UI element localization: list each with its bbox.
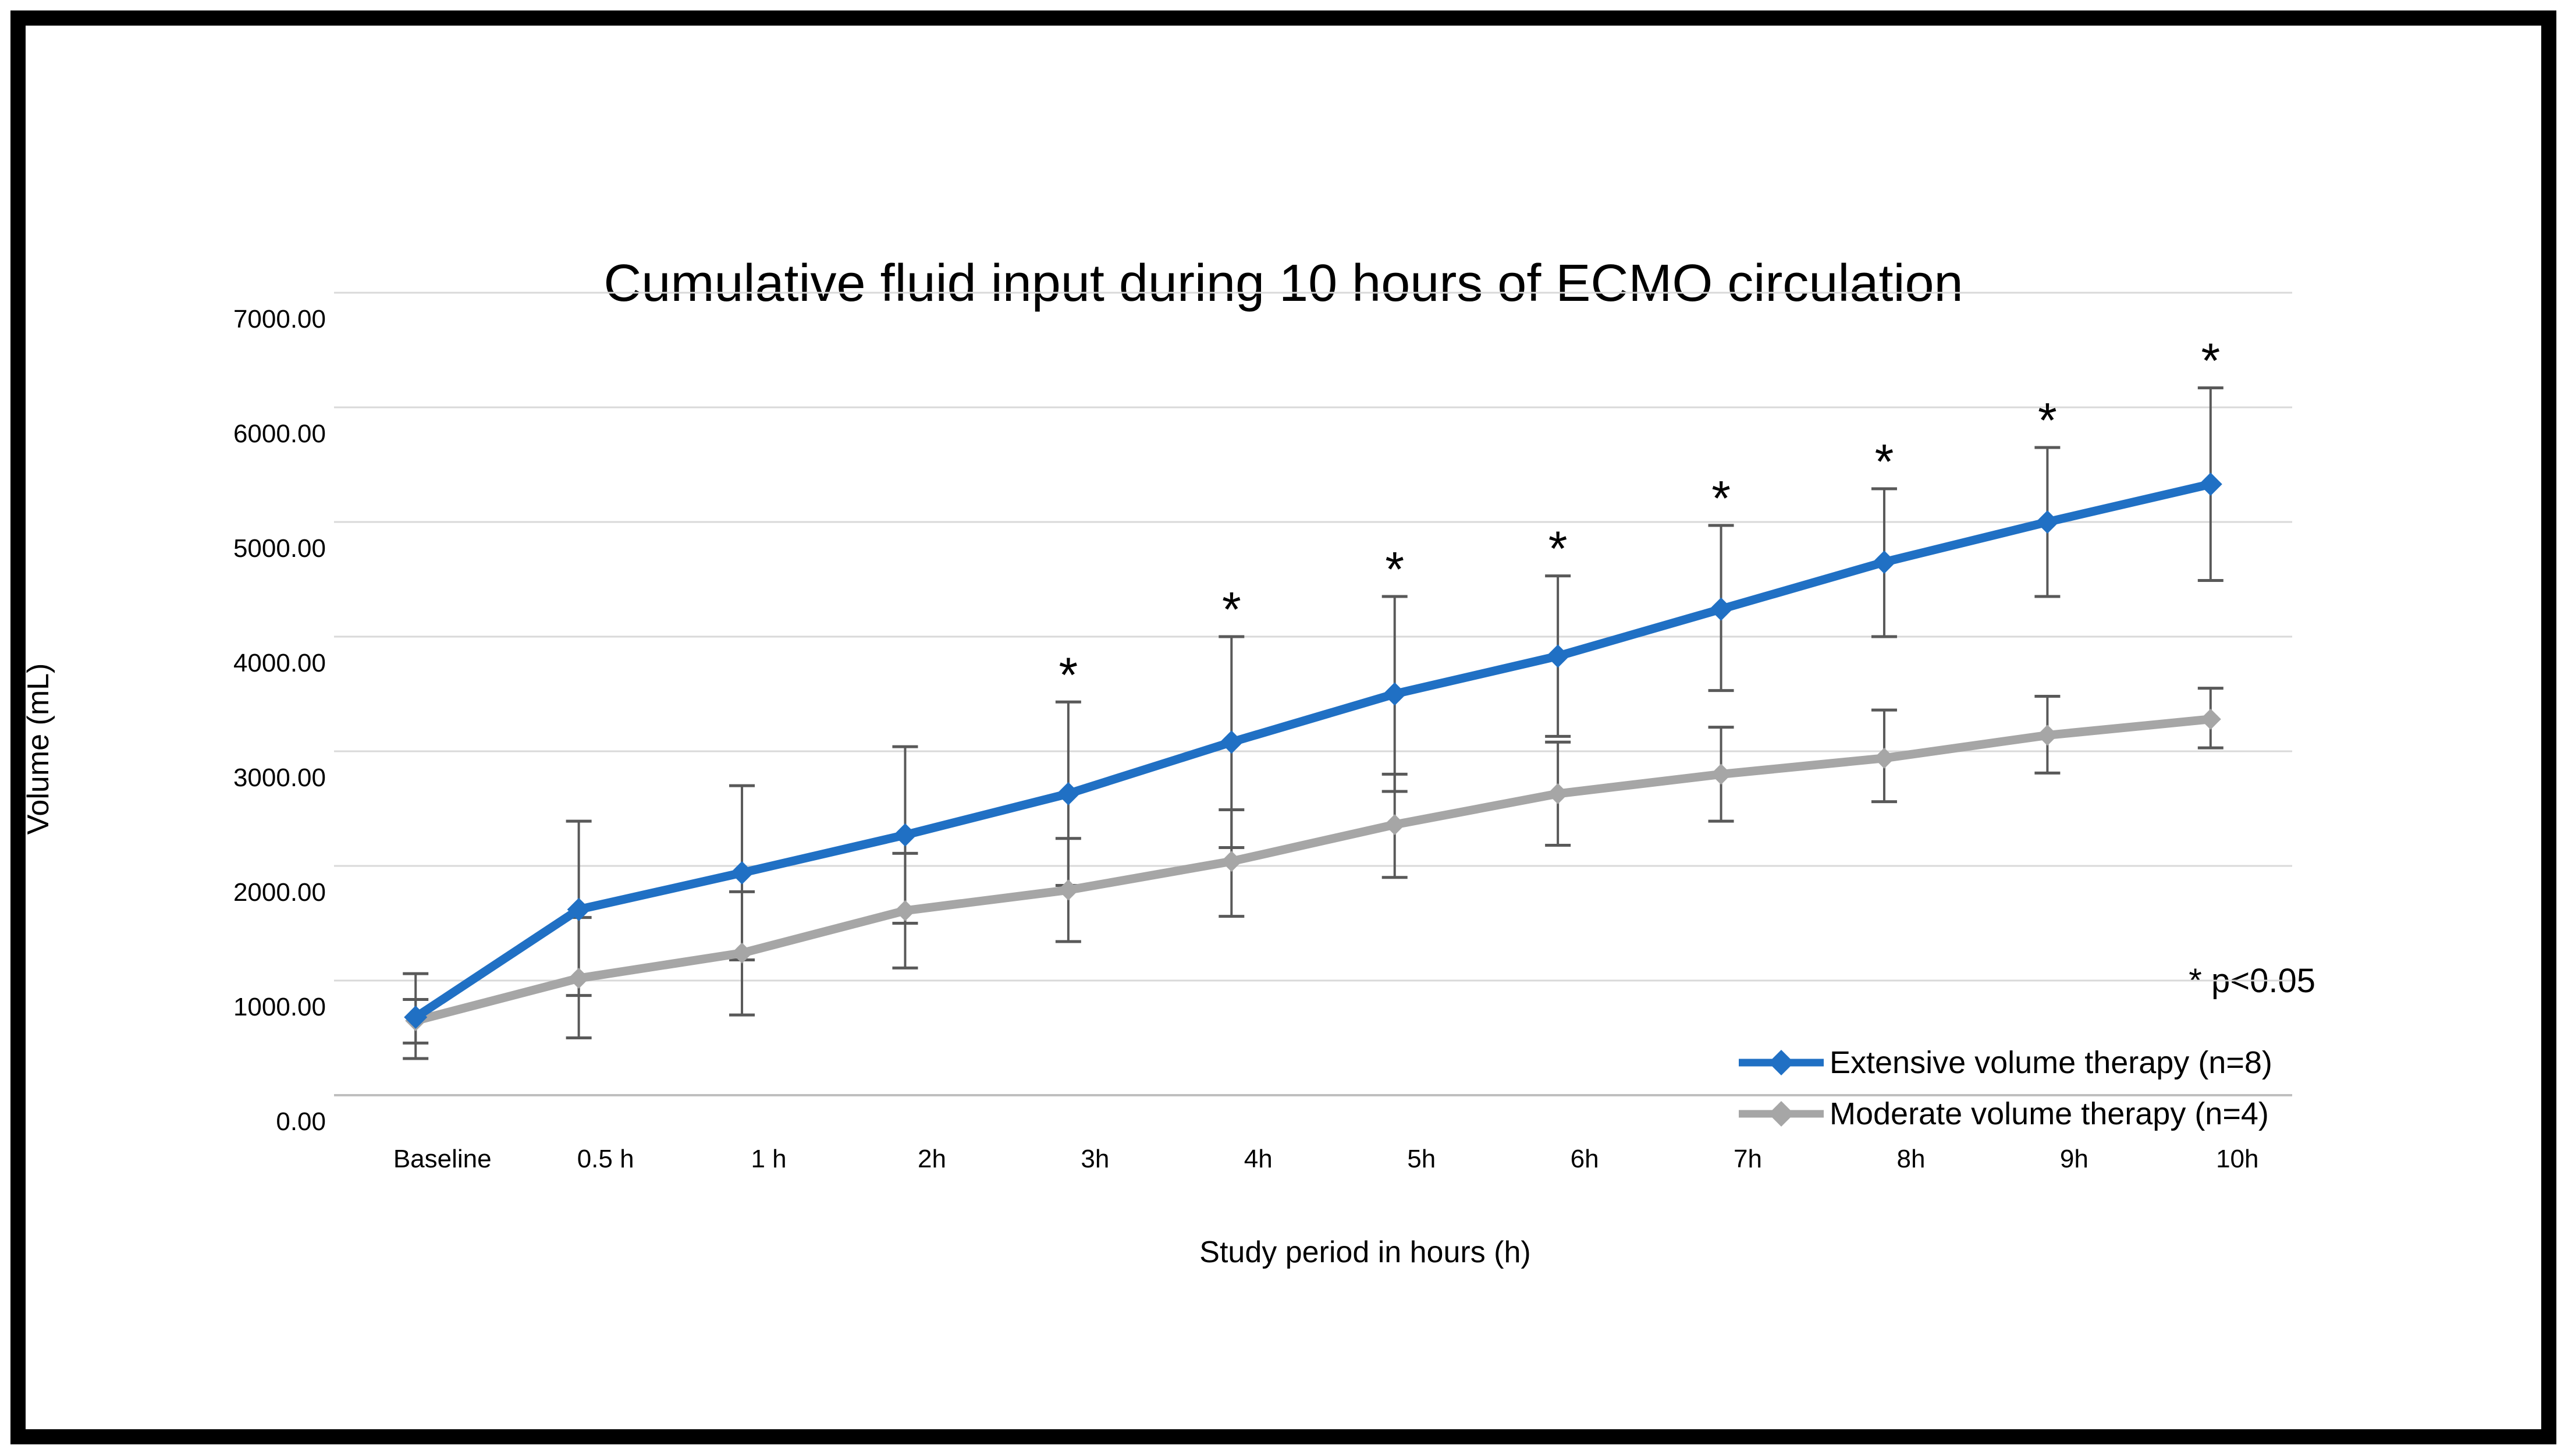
- data-point-marker-extensive: [2036, 510, 2059, 534]
- x-tick-label: 8h: [1896, 1145, 1926, 1173]
- data-point-marker-moderate: [1547, 783, 1569, 804]
- data-point-marker-moderate: [894, 900, 916, 921]
- y-tick-label: 4000.00: [233, 649, 326, 677]
- data-point-marker-extensive: [404, 1006, 428, 1029]
- data-point-marker-extensive: [1220, 730, 1244, 754]
- significance-asterisk: *: [1548, 521, 1568, 576]
- data-point-marker-extensive: [730, 861, 754, 885]
- data-point-marker-extensive: [1383, 682, 1406, 706]
- legend-label: Moderate volume therapy (n=4): [1830, 1096, 2269, 1131]
- y-tick-label: 2000.00: [233, 878, 326, 907]
- y-tick-label: 1000.00: [233, 993, 326, 1021]
- data-point-marker-moderate: [1221, 851, 1242, 872]
- x-tick-label: 6h: [1570, 1145, 1599, 1173]
- legend-series-marker-icon: [1739, 1101, 1824, 1127]
- x-tick-label: 2h: [917, 1145, 946, 1173]
- data-point-marker-extensive: [2198, 472, 2222, 496]
- legend-label: Extensive volume therapy (n=8): [1830, 1045, 2272, 1080]
- data-point-marker-extensive: [1709, 597, 1733, 621]
- significance-asterisk: *: [1711, 471, 1731, 525]
- y-tick-label: 0.00: [276, 1107, 326, 1136]
- x-tick-label: 5h: [1407, 1145, 1436, 1173]
- y-tick-label: 7000.00: [233, 305, 326, 333]
- data-point-marker-extensive: [1056, 782, 1080, 805]
- data-point-marker-moderate: [1384, 814, 1405, 836]
- data-point-marker-moderate: [2200, 708, 2221, 730]
- series-line-moderate: [411, 715, 2215, 1025]
- x-axis-title: Study period in hours (h): [1199, 1235, 1531, 1269]
- data-point-marker-moderate: [568, 968, 589, 989]
- x-tick-label: 3h: [1081, 1145, 1110, 1173]
- x-tick-label: 4h: [1244, 1145, 1273, 1173]
- x-tick-label: 7h: [1734, 1145, 1762, 1173]
- x-tick-label: 10h: [2216, 1145, 2259, 1173]
- y-tick-label: 3000.00: [233, 763, 326, 792]
- plot-area: * * * * * * * *: [334, 292, 2292, 1096]
- data-point-marker-extensive: [1546, 644, 1570, 668]
- series-line-extensive: [411, 480, 2215, 1022]
- legend: Extensive volume therapy (n=8) Moderate v…: [1738, 1037, 2272, 1139]
- significance-asterisk: *: [1222, 582, 1241, 637]
- data-point-marker-extensive: [1872, 550, 1896, 574]
- significance-asterisk: *: [1059, 647, 1078, 702]
- chart-title: Cumulative fluid input during 10 hours o…: [603, 254, 1963, 312]
- y-tick-label: 5000.00: [233, 534, 326, 563]
- legend-row: Extensive volume therapy (n=8): [1738, 1037, 2272, 1088]
- y-tick-label: 6000.00: [233, 420, 326, 448]
- data-point-marker-moderate: [1710, 763, 1732, 785]
- x-tick-label: 0.5 h: [577, 1145, 634, 1173]
- significance-asterisk: *: [2038, 393, 2057, 448]
- data-point-marker-moderate: [1873, 747, 1895, 769]
- significance-asterisk: *: [1385, 542, 1404, 596]
- legend-row: Moderate volume therapy (n=4): [1738, 1088, 2272, 1139]
- data-point-marker-moderate: [731, 942, 753, 964]
- data-point-marker-moderate: [2037, 725, 2058, 746]
- significance-asterisk: *: [1875, 434, 1894, 489]
- data-point-marker-extensive: [893, 823, 917, 847]
- significance-asterisk: *: [2201, 333, 2220, 388]
- data-point-marker-extensive: [567, 897, 591, 921]
- x-tick-label: 9h: [2059, 1145, 2089, 1173]
- data-point-marker-moderate: [1057, 879, 1079, 901]
- figure-border: Cumulative fluid input during 10 hours o…: [10, 10, 2556, 1444]
- x-tick-label: 1 h: [751, 1145, 787, 1173]
- legend-series-marker-icon: [1739, 1050, 1824, 1075]
- x-tick-label: Baseline: [393, 1145, 492, 1173]
